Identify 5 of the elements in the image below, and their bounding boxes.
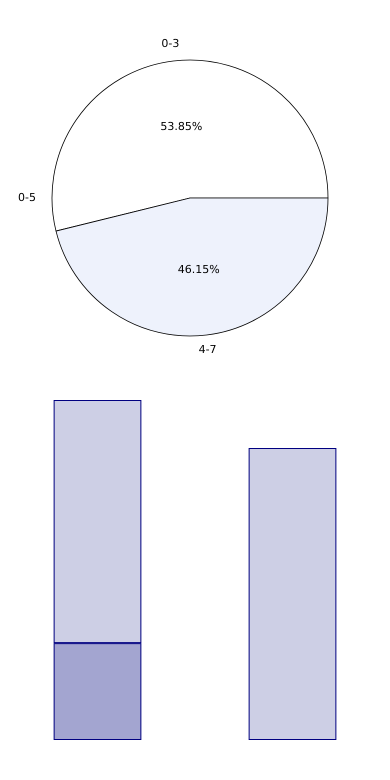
text: 0-5 [18, 191, 36, 204]
data-label: 53.85% [160, 120, 202, 134]
data-label: 46.15% [178, 262, 220, 276]
slice-label: 0-3 [161, 37, 180, 50]
slice-label: 4-7 [198, 342, 217, 356]
